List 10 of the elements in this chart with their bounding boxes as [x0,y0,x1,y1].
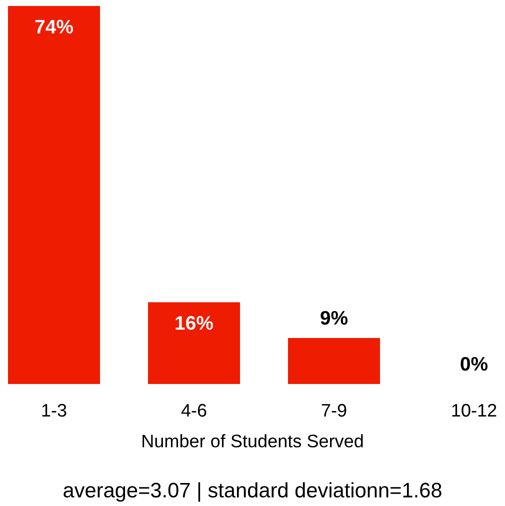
data-label: 74% [35,20,73,34]
x-tick-label: 4-6 [181,404,206,417]
data-label: 0% [460,356,488,371]
x-tick-label: 1-3 [42,404,66,417]
x-axis-title: Number of Students Served [142,434,363,448]
data-label: 9% [320,310,348,325]
text: average=3.07 | standard deviationn=1.68 [64,482,442,502]
data-label: 16% [176,316,213,330]
x-tick-label: 10-12 [452,404,496,417]
x-tick-label: 7-9 [322,404,346,417]
